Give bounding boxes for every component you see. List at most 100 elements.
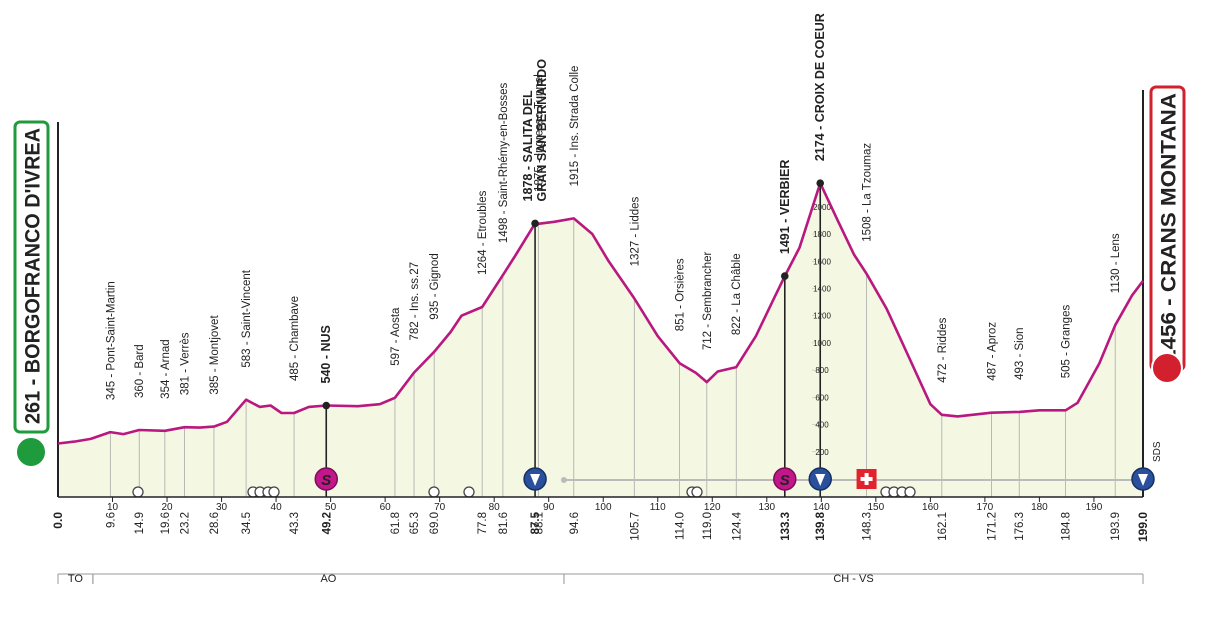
km-label: 65.3 (409, 512, 421, 534)
waypoint-label: 1875 - Ingresso Tunnel (533, 74, 545, 192)
waypoint-label: 1498 - Saint-Rhémy-en-Bosses (498, 82, 510, 243)
waypoint-label: 597 - Aosta (390, 307, 402, 366)
km-label: 9.6 (105, 512, 117, 528)
profile-line (57, 181, 1145, 445)
y-tick-label: 200 (815, 448, 829, 457)
km-label: 139.8 (815, 511, 827, 540)
x-tick-label: 130 (758, 502, 775, 513)
waypoint-label: 485 - Chambave (289, 296, 301, 381)
y-tick-label: 1400 (813, 284, 831, 293)
kom-symbol (815, 474, 826, 486)
km-label: 184.8 (1061, 512, 1073, 541)
waypoint-label: 712 - Sembrancher (702, 251, 714, 350)
waypoint-label: 1915 - Ins. Strada Colle (569, 66, 581, 187)
km-label: 19.6 (160, 512, 172, 534)
waypoint-label: 1491 - VERBIER (778, 160, 792, 254)
start-box (13, 120, 50, 434)
x-tick-label: 100 (595, 502, 612, 513)
km-label: 88.1 (533, 512, 545, 534)
kom-symbol (1138, 474, 1148, 486)
x-tick-label: 180 (1031, 502, 1048, 513)
waypoint-label: 1508 - La Tzoumaz (862, 143, 874, 242)
km-label: 148.3 (862, 512, 874, 541)
x-tick-label: 80 (489, 502, 501, 513)
finish-note: SDS (1152, 441, 1163, 462)
waypoint-dot (816, 179, 825, 187)
km-label: 193.9 (1110, 512, 1122, 541)
x-tick-label: 20 (161, 502, 173, 513)
x-tick-label: 160 (922, 502, 939, 513)
waypoint-label: 345 - Pont-Saint-Martin (105, 281, 117, 400)
kom-symbol (530, 474, 541, 486)
y-tick-label: 800 (815, 366, 829, 375)
waypoint-label: 2174 - CROIX DE COEUR (813, 13, 827, 161)
aid-cross (860, 473, 873, 485)
y-tick-label: 1600 (813, 257, 831, 266)
waypoint-label: 381 - Verrès (179, 332, 191, 395)
waypoint-label: 1327 - Liddes (629, 196, 641, 266)
waypoint-label: GRAN SAN BERNARDO (535, 59, 549, 202)
waypoint-label: 935 - Gignod (429, 253, 441, 320)
y-tick-label: 1000 (813, 339, 831, 348)
region-label: CH - VS (833, 573, 873, 585)
waypoint-label: 360 - Bard (134, 344, 146, 398)
sprint-icon (773, 467, 797, 491)
km-label: 34.5 (241, 512, 253, 534)
sprint-letter: S (780, 472, 790, 489)
km-label: 69.0 (429, 512, 441, 534)
x-tick-label: 150 (867, 502, 884, 513)
x-tick-label: 170 (977, 502, 994, 513)
waypoint-dot (531, 219, 539, 228)
tunnel-icon (268, 486, 280, 498)
waypoint-label: 1130 - Lens (1110, 233, 1122, 293)
km-label: 14.9 (134, 512, 146, 534)
waypoint-label: 505 - Granges (1061, 305, 1073, 379)
sprint-icon (314, 467, 339, 491)
profile-area (58, 183, 1143, 497)
tunnel-icon (691, 486, 703, 498)
x-tick-label: 110 (650, 502, 666, 513)
km-label: 81.6 (498, 512, 510, 534)
km-label: 94.6 (569, 512, 581, 534)
x-tick-label: 120 (704, 502, 721, 513)
tunnel-icon (132, 486, 144, 498)
waypoint-label: 1264 - Etroubles (477, 190, 489, 275)
waypoint-label: 493 - Sion (1014, 327, 1026, 379)
finish-emblem (1151, 352, 1183, 384)
waypoint-label: 1878 - SALITA DEL (521, 90, 535, 201)
tunnel-icon (904, 486, 916, 498)
start-label: 261 - BORGOFRANCO D'IVREA (22, 128, 45, 424)
km-label: 124.4 (731, 511, 743, 540)
km-label: 119.0 (702, 512, 714, 540)
km-label: 28.6 (209, 512, 221, 534)
km-label: 199.0 (1136, 512, 1150, 542)
waypoint-label: 487 - Aproz (986, 322, 998, 381)
waypoint-label: 583 - Saint-Vincent (241, 269, 253, 367)
y-tick-label: 1800 (813, 230, 831, 239)
tunnel-icon (428, 486, 440, 498)
km-label: 43.3 (289, 512, 301, 534)
km-label: 23.2 (179, 512, 191, 534)
km-label: 0.0 (51, 512, 65, 529)
x-tick-label: 90 (543, 502, 555, 513)
y-tick-label: 1200 (813, 312, 831, 321)
finish-label: 1456 - CRANS MONTANA (1158, 93, 1181, 362)
y-tick-label: 2000 (813, 203, 831, 212)
waypoint-dot (322, 401, 331, 410)
km-label: 114.0 (675, 512, 687, 540)
km-label: 87.5 (530, 511, 542, 534)
y-tick-label: 400 (815, 421, 829, 430)
km-label: 61.8 (390, 512, 402, 534)
x-tick-label: 190 (1086, 502, 1103, 513)
waypoint-label: 354 - Arnad (160, 339, 172, 398)
waypoint-label: 540 - NUS (319, 325, 333, 383)
x-tick-label: 10 (107, 502, 119, 513)
x-tick-label: 60 (380, 502, 392, 513)
region-label: AO (320, 573, 336, 585)
start-emblem (15, 436, 47, 468)
km-label: 49.2 (321, 512, 333, 534)
waypoint-label: 851 - Orsières (675, 258, 687, 331)
km-label: 133.3 (780, 512, 792, 541)
x-tick-label: 50 (325, 502, 337, 513)
